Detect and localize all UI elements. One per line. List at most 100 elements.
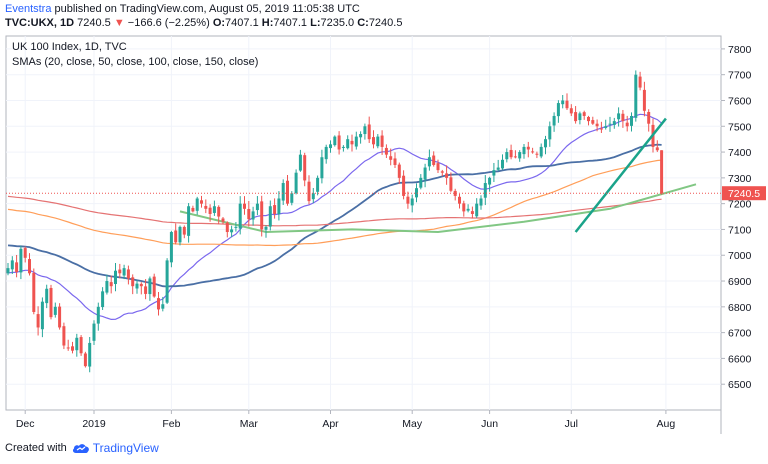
candle-body [470,211,474,214]
candle-body [376,136,380,147]
candle-body [290,193,294,203]
candle-body [114,270,117,285]
candle-body [544,139,547,148]
candle-body [19,248,23,273]
candle-body [195,198,199,211]
created-with-text: Created with [5,442,67,454]
last-price-tag [722,186,766,201]
candle-body [595,123,599,127]
candle-body [522,146,526,155]
candle-body [165,260,169,303]
chart-title: UK 100 Index, 1D, TVC [12,41,127,53]
candle-body [372,137,375,145]
candle-body [53,306,57,315]
x-tick-label: May [402,418,423,430]
candle-body [329,144,332,149]
y-tick-label: 7500 [728,121,752,133]
candle-body [182,226,186,235]
candle-body [333,136,337,146]
candle-body [462,203,466,212]
x-tick-label: Aug [657,418,676,430]
candle-body [174,230,178,243]
candle-body [638,76,642,88]
candle-body [625,122,629,127]
x-axis: Dec 2019 Feb Mar Apr May Jun Jul Aug [16,410,676,430]
close-value: 7240.5 [368,17,403,29]
candle-body [526,146,530,150]
down-arrow-icon: ▼ [113,17,125,29]
candle-body [238,203,242,229]
y-tick-label: 7600 [728,95,752,107]
candle-body [273,205,277,214]
symbol-label: TVC:UKX, 1D [5,17,75,29]
overlays [6,117,721,233]
candle-body [410,198,414,206]
x-tick-label: 2019 [82,418,106,430]
candle-body [6,268,10,274]
candle-body [505,152,509,160]
candle-body [350,140,354,145]
candle-body [200,200,203,204]
candle-body [212,206,216,213]
candle-body [324,146,328,160]
publish-info: Eventstra published on TradingView.com, … [5,3,360,15]
candle-body [337,135,341,150]
publish-text: published on TradingView.com, August 05,… [51,3,360,15]
high-value: 7407.1 [273,17,308,29]
candle-body [380,135,384,147]
candle-body [10,260,14,270]
y-tick-label: 7200 [728,199,752,211]
candle-body [419,177,423,188]
candle-body [359,134,363,138]
candle-body [88,342,92,367]
trendline[interactable] [574,117,667,233]
last-price: 7240.5 [77,17,111,29]
candle-body [432,155,436,165]
candle-body [255,203,259,211]
candle-body [496,167,500,170]
last-price-label: 7240.5 [728,188,760,200]
candle-body [307,181,311,202]
y-tick-label: 6800 [728,302,752,314]
candle-body [96,306,100,324]
candle-body [221,218,225,222]
candle-body [148,278,152,295]
candle-body [548,126,552,140]
candle-body [49,287,53,318]
candle-body [453,190,457,196]
candle-body [286,180,289,204]
candle-body [260,201,264,230]
cloud-icon [72,443,89,453]
candle-body [79,337,83,354]
open-label: O: [212,17,226,29]
candle-body [32,273,36,312]
y-tick-label: 7700 [728,70,752,82]
candle-body [630,115,633,126]
candle-body [574,112,578,122]
candle-body [45,288,49,304]
x-tick-label: Dec [16,418,35,430]
author-link[interactable]: Eventstra [5,3,52,15]
candle-body [363,126,367,135]
y-tick-label: 6500 [728,379,752,391]
candle-body [535,153,539,155]
candle-body [71,346,74,351]
price-chart[interactable]: 6500 6600 6700 6800 6900 7000 7100 7200 7300 7400… [0,34,768,434]
candle-body [531,151,535,153]
x-tick-label: Jul [565,418,578,430]
candle-body [483,183,487,198]
candle-body [83,353,87,367]
candle-body [445,173,449,178]
y-tick-label: 6700 [728,328,752,340]
candle-body [234,226,238,228]
candle-body [402,175,406,196]
candle-body [582,112,586,116]
tradingview-logo[interactable]: TradingView [92,441,159,455]
candle-body [552,115,556,126]
candle-body [75,337,79,351]
close-label: C: [357,17,369,29]
high-label: H: [261,17,274,29]
candle-body [126,269,130,279]
footer: Created with TradingView [5,441,159,455]
x-tick-label: Mar [240,418,259,430]
